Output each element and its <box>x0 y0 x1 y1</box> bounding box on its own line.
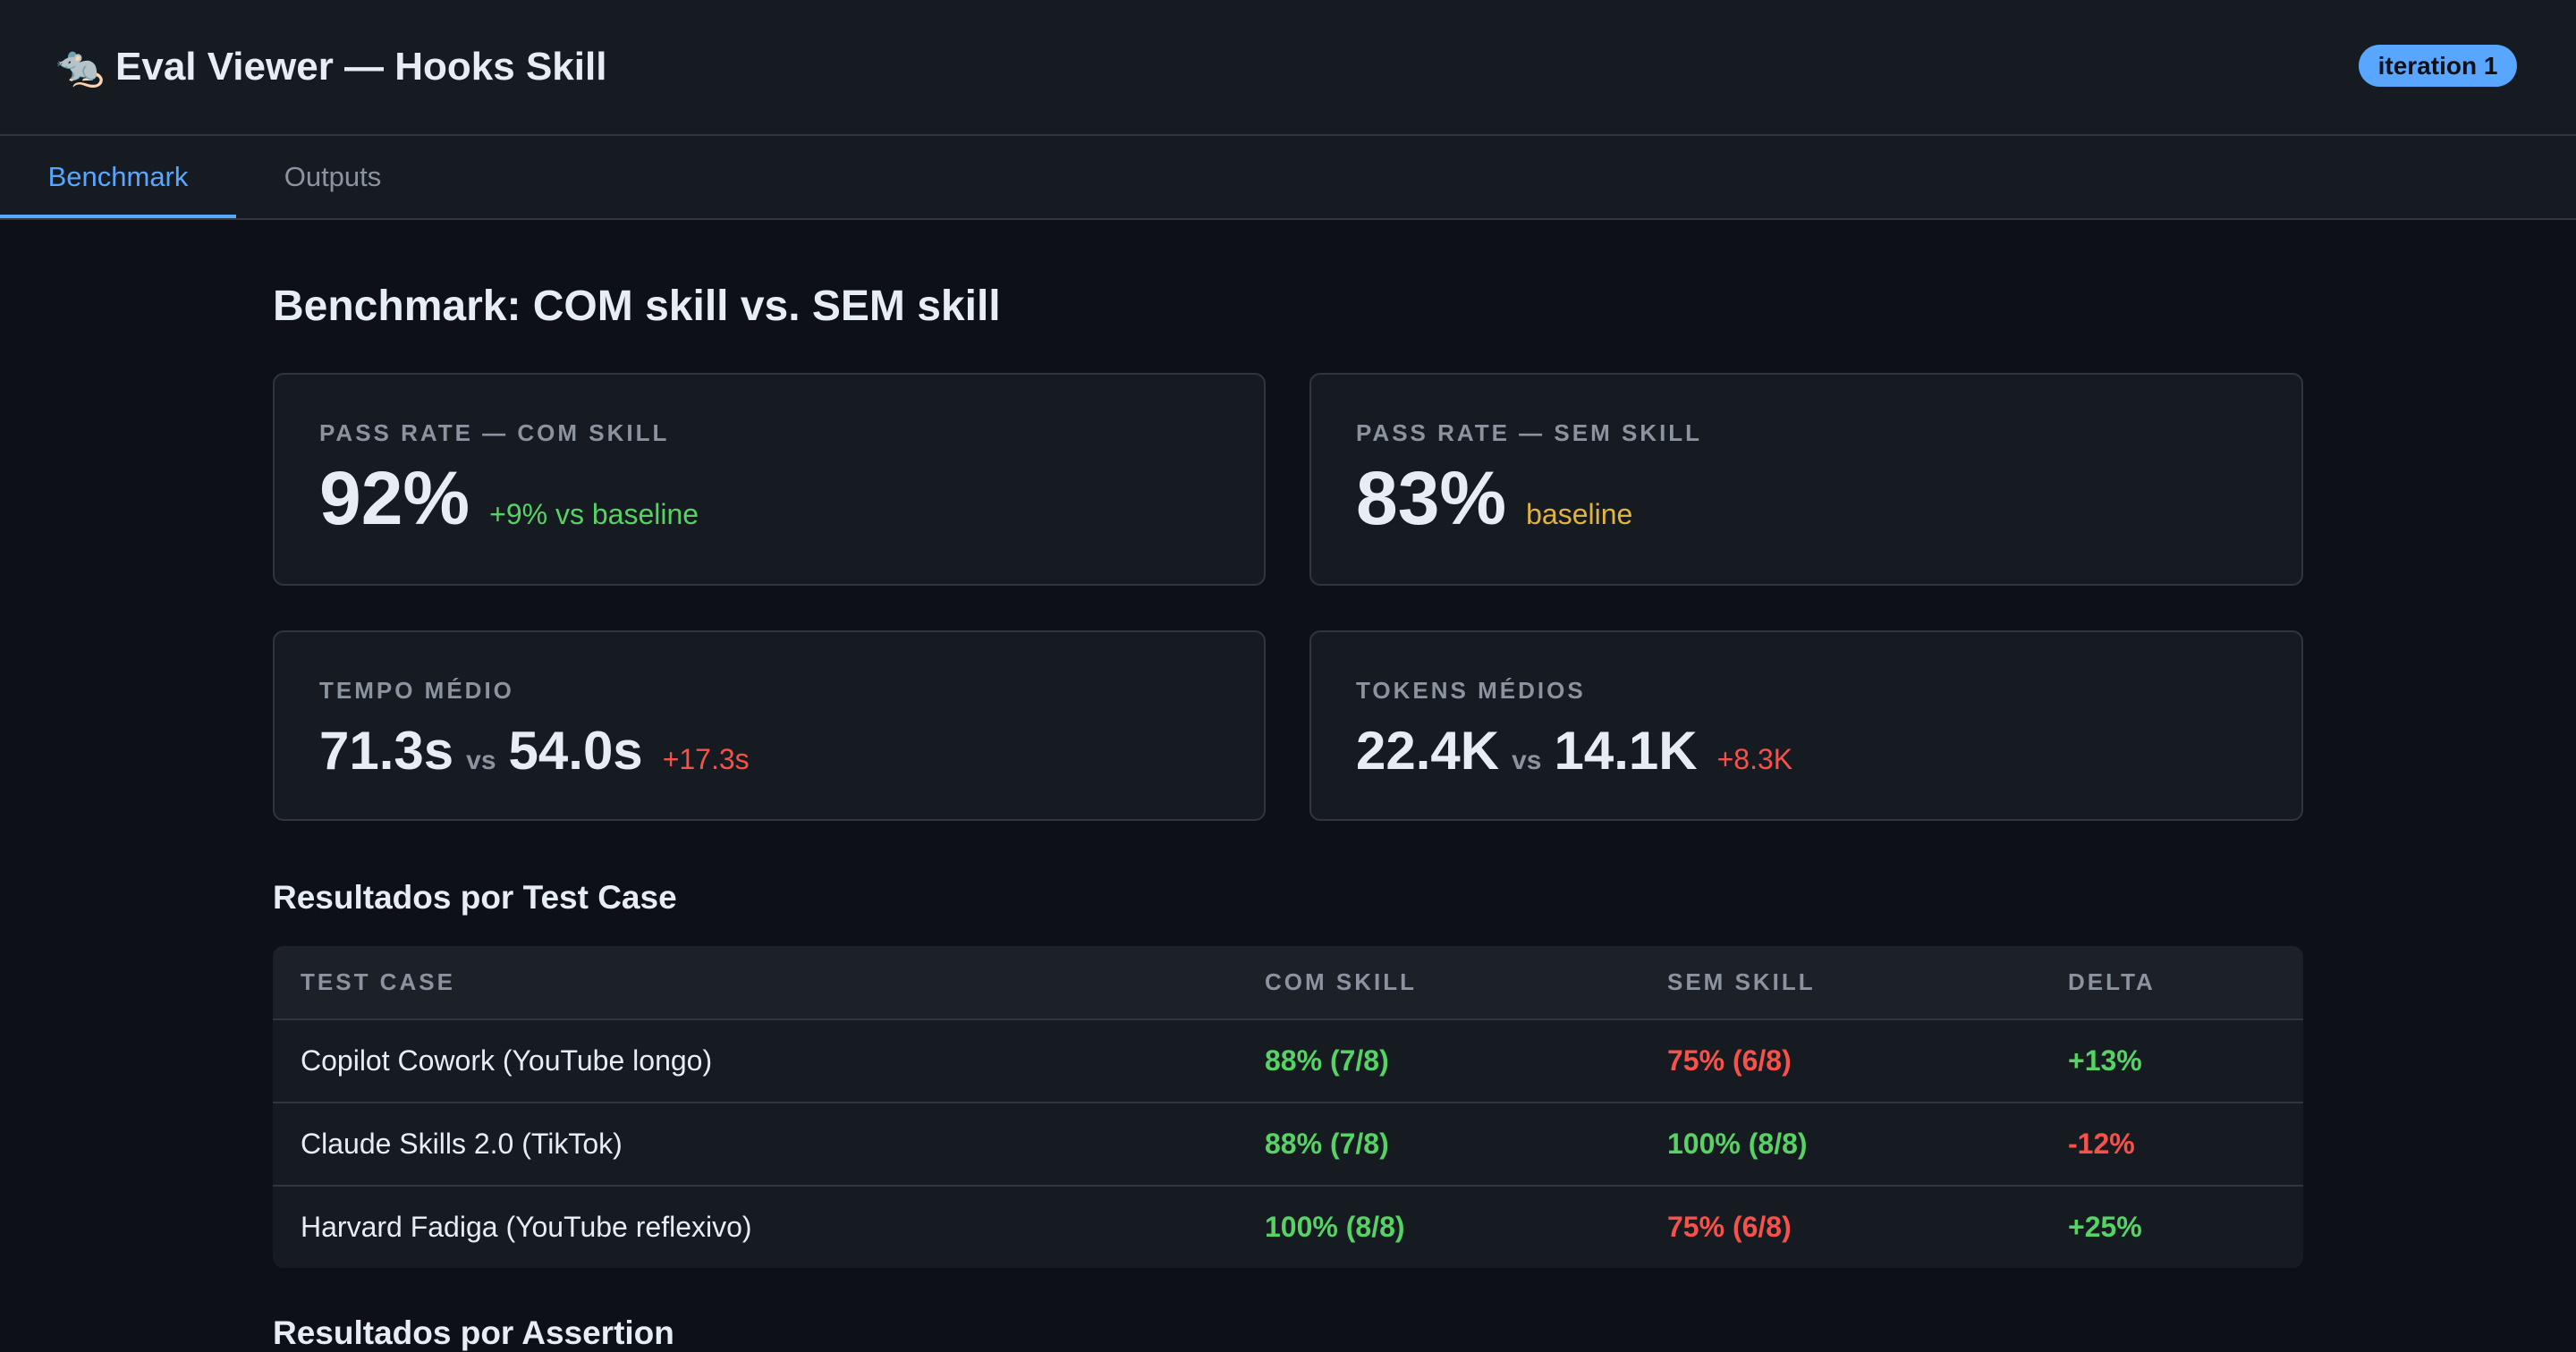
card-label: PASS RATE — SEM SKILL <box>1356 419 1703 446</box>
cell: 88% (7/8) <box>1265 1128 1389 1160</box>
cell: +25% <box>2068 1211 2142 1243</box>
header: 🐀 Eval Viewer — Hooks Skill iteration 1 <box>0 0 2576 136</box>
vs: vs <box>1512 746 1542 775</box>
card-value: 22.4K <box>1356 721 1500 781</box>
table-row: Copilot Cowork (YouTube longo) 88% (7/8)… <box>273 1018 2303 1102</box>
card-note: baseline <box>1526 498 1633 530</box>
card-label: PASS RATE — COM SKILL <box>319 419 670 446</box>
table-row: Claude Skills 2.0 (TikTok) 88% (7/8) 100… <box>273 1102 2303 1185</box>
tab-bar: Benchmark Outputs <box>0 136 2576 220</box>
page-heading: Benchmark: COM skill vs. SEM skill <box>273 283 1001 330</box>
cell: 100% (8/8) <box>1265 1211 1405 1243</box>
card-value-row: 22.4K vs 14.1K +8.3K <box>1356 720 1792 782</box>
card-note: +8.3K <box>1716 743 1793 775</box>
card-label: TEMPO MÉDIO <box>319 677 514 704</box>
tab[interactable]: Outputs <box>284 161 382 192</box>
card-value: 83% <box>1356 456 1507 540</box>
metric-card: PASS RATE — COM SKILL 92% +9% vs baseline <box>273 373 1266 586</box>
cell: +13% <box>2068 1044 2142 1077</box>
metric-card: PASS RATE — SEM SKILL 83% baseline <box>1309 373 2303 586</box>
card-value-row: 71.3s vs 54.0s +17.3s <box>319 720 750 782</box>
cell: 88% (7/8) <box>1265 1044 1389 1077</box>
card-value-row: 92% +9% vs baseline <box>319 455 699 542</box>
card-note: +17.3s <box>662 743 750 775</box>
header-cell: COM SKILL <box>1265 968 1417 995</box>
card-value: 71.3s <box>319 721 454 781</box>
cell: 75% (6/8) <box>1667 1211 1792 1243</box>
card-note: +9% vs baseline <box>489 498 699 530</box>
vs: vs <box>466 746 496 775</box>
cell: 75% (6/8) <box>1667 1044 1792 1077</box>
section-heading: Resultados por Test Case <box>273 879 677 916</box>
app-title: 🐀 Eval Viewer — Hooks Skill <box>55 45 607 89</box>
table-header: TEST CASE COM SKILL SEM SKILL DELTA <box>273 946 2303 1018</box>
card-value: 92% <box>319 456 470 540</box>
metric-card: TEMPO MÉDIO 71.3s vs 54.0s +17.3s <box>273 630 1266 821</box>
cell: 100% (8/8) <box>1667 1128 1808 1160</box>
iteration-badge: iteration 1 <box>2359 45 2517 87</box>
cell: Copilot Cowork (YouTube longo) <box>301 1044 713 1077</box>
metric-card: TOKENS MÉDIOS 22.4K vs 14.1K +8.3K <box>1309 630 2303 821</box>
card-label: TOKENS MÉDIOS <box>1356 677 1586 704</box>
table-row: Harvard Fadiga (YouTube reflexivo) 100% … <box>273 1185 2303 1268</box>
card-value-row: 83% baseline <box>1356 455 1632 542</box>
cell: -12% <box>2068 1128 2135 1160</box>
tab[interactable]: Benchmark <box>0 136 236 218</box>
cell: Harvard Fadiga (YouTube reflexivo) <box>301 1211 752 1243</box>
header-cell: TEST CASE <box>301 968 455 995</box>
card-value: 54.0s <box>508 721 643 781</box>
header-cell: DELTA <box>2068 968 2156 995</box>
header-cell: SEM SKILL <box>1667 968 1816 995</box>
cell: Claude Skills 2.0 (TikTok) <box>301 1128 623 1160</box>
results-table: TEST CASE COM SKILL SEM SKILL DELTA Copi… <box>273 946 2303 1268</box>
section-heading: Resultados por Assertion <box>273 1314 674 1351</box>
card-value: 14.1K <box>1554 721 1698 781</box>
